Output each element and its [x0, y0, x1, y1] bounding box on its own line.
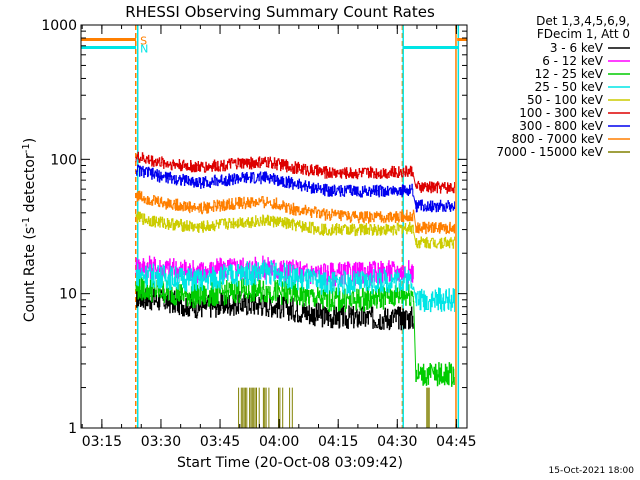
- legend-entry-label: 25 - 50 keV: [535, 80, 604, 94]
- flag-label: S: [140, 34, 147, 47]
- series-line: [135, 151, 456, 194]
- x-tick-label: 03:15: [82, 434, 122, 450]
- legend-entry-label: 3 - 6 keV: [550, 41, 604, 55]
- legend-header: FDecim 1, Att 0: [537, 27, 630, 41]
- y-tick-label: 10: [59, 287, 77, 303]
- series-line: [135, 286, 414, 331]
- legend-entry-label: 800 - 7000 keV: [512, 132, 604, 146]
- y-axis-label-sup2: -1: [21, 143, 32, 153]
- x-axis-label: Start Time (20-Oct-08 03:09:42): [177, 455, 403, 471]
- legend: Det 1,3,4,5,6,9,FDecim 1, Att 03 - 6 keV…: [496, 14, 630, 159]
- x-tick-label: 04:00: [259, 434, 299, 450]
- y-axis-label-sup1: -1: [21, 217, 32, 227]
- flag-label: N: [140, 42, 148, 55]
- legend-entry-label: 12 - 25 keV: [535, 67, 604, 81]
- generated-timestamp: 15-Oct-2021 18:00: [548, 466, 634, 476]
- legend-entry-label: 300 - 800 keV: [519, 119, 603, 133]
- x-tick-label: 04:15: [318, 434, 358, 450]
- legend-header: Det 1,3,4,5,6,9,: [536, 14, 630, 28]
- legend-entry-label: 50 - 100 keV: [527, 93, 604, 107]
- series-line: [135, 260, 456, 313]
- series-line: [135, 211, 456, 250]
- x-tick-label: 03:45: [200, 434, 240, 450]
- y-axis-label-mid: detector: [22, 153, 38, 217]
- y-tick-label: 1000: [41, 18, 77, 34]
- x-tick-label: 04:30: [377, 434, 417, 450]
- series-line: [238, 387, 430, 428]
- y-tick-label: 100: [50, 152, 77, 168]
- legend-entry-label: 7000 - 15000 keV: [496, 145, 603, 159]
- y-axis-label-end: ): [22, 138, 38, 143]
- series-line: [135, 276, 455, 387]
- y-tick-label: 1: [68, 421, 77, 437]
- series-line: [135, 164, 456, 213]
- y-axis-label-main: Count Rate (s: [22, 227, 38, 322]
- legend-entry-label: 100 - 300 keV: [519, 106, 603, 120]
- x-tick-label: 03:30: [141, 434, 181, 450]
- axes: 1 10 100 1000 03:15 03:30 03:45 04:00 04:15 04:30…: [41, 18, 476, 450]
- x-tick-label: 04:45: [436, 434, 476, 450]
- plot-frame: [80, 24, 468, 429]
- plot-area: SN: [81, 25, 467, 428]
- series-line: [135, 190, 456, 235]
- y-axis-label: Count Rate (s-1 detector-1): [21, 138, 38, 322]
- legend-entry-label: 6 - 12 keV: [542, 54, 604, 68]
- chart-title: RHESSI Observing Summary Count Rates: [125, 3, 435, 21]
